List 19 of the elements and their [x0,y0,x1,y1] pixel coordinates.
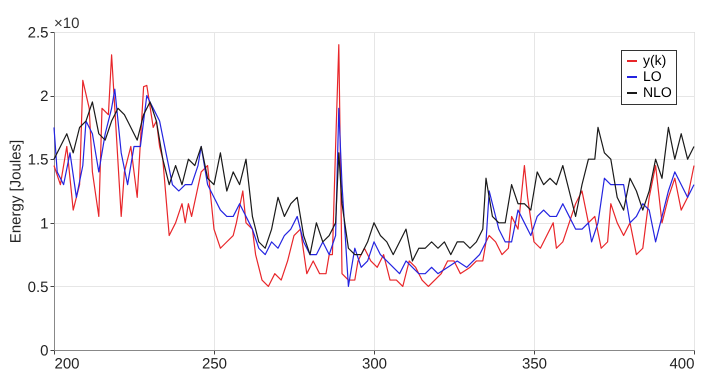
y-axis-title: Energy [Joules] [8,140,25,244]
x-tick-label: 200 [54,356,80,372]
y-tick-label: 0.5 [28,278,48,296]
y-tick-label: 1 [40,215,48,232]
line-series [53,88,695,287]
legend-label: LO [643,68,662,84]
y-tick-label: 2.5 [28,24,48,42]
y-tick-label: 2 [40,88,48,106]
text: ×10 [54,15,80,32]
legend-label: NLO [643,84,672,100]
line-series [53,101,695,262]
x-tick-label: 250 [202,356,228,372]
x-tick-label: 350 [522,356,548,372]
x-tick-label: 300 [362,356,388,372]
y-tick-label: 0 [40,342,48,360]
x-tick-label: 400 [669,356,694,372]
line-series [53,44,695,287]
legend-label: y(k) [643,52,666,68]
y-tick-label: 1.5 [28,152,48,169]
